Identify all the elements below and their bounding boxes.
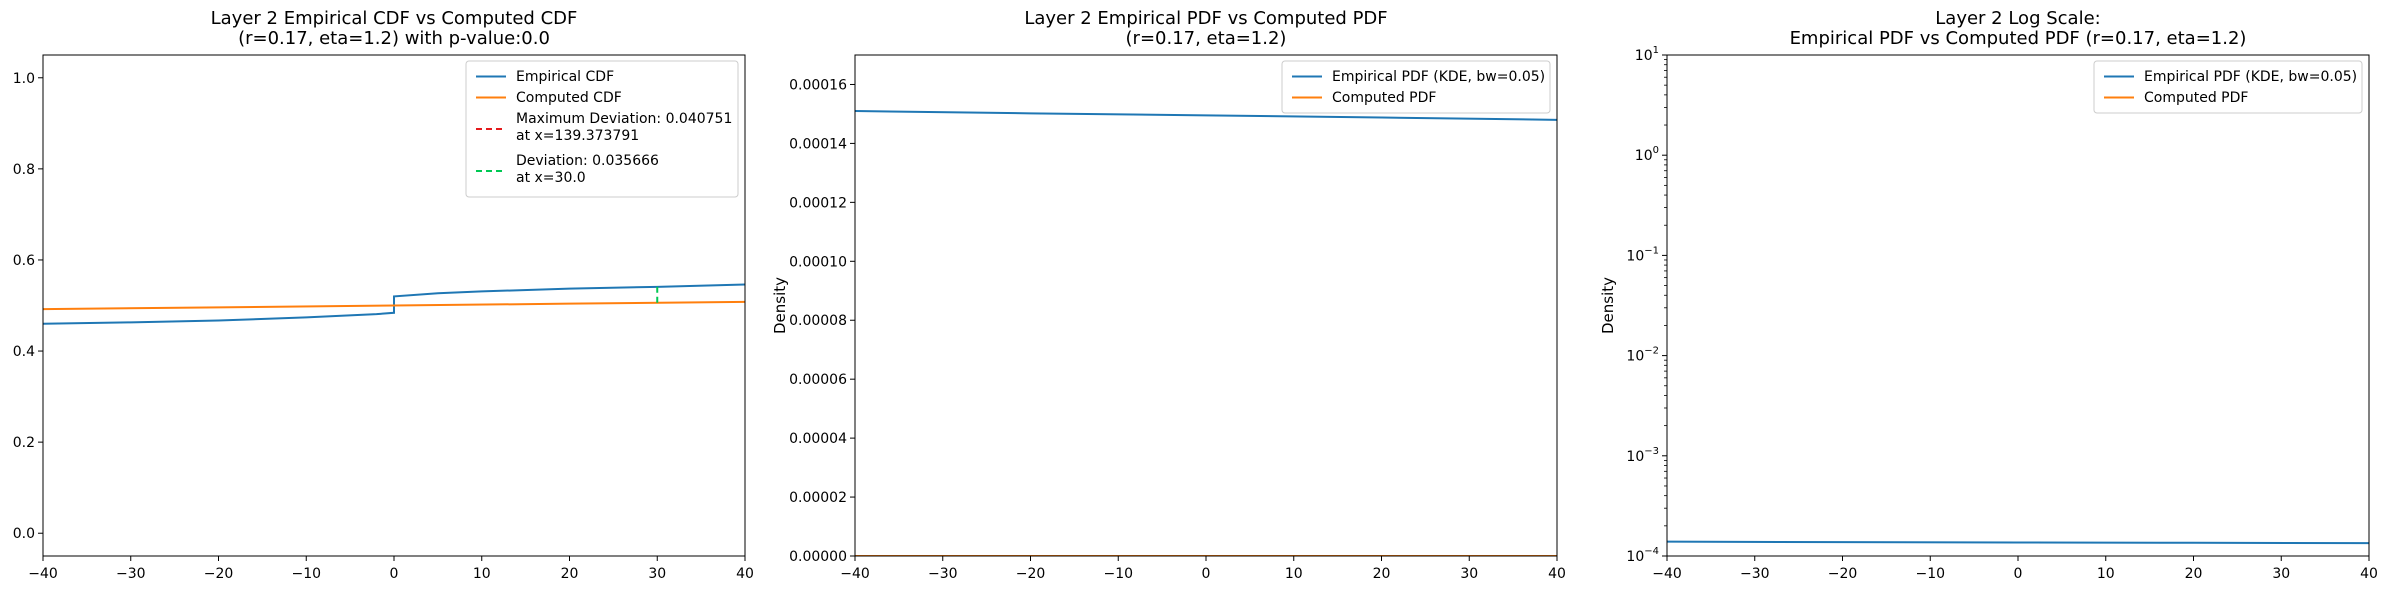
- y-tick-base: 10: [1626, 549, 1644, 565]
- chart-panel-2: Layer 2 Empirical PDF vs Computed PDF(r=…: [771, 8, 1566, 582]
- series-group: [1667, 540, 2369, 545]
- legend-label: Computed PDF: [2144, 90, 2248, 106]
- series-line-1: [1667, 540, 2369, 545]
- y-tick-label: 0.00016: [789, 77, 847, 93]
- y-tick-label: 0.00010: [789, 254, 847, 270]
- y-tick-label: 10−2: [1626, 346, 1659, 365]
- series-group: [43, 283, 745, 325]
- x-tick-label: 30: [648, 566, 666, 582]
- legend-label-line2: at x=139.373791: [516, 128, 639, 144]
- y-tick-base: 10: [1626, 449, 1644, 465]
- chart-title: Layer 2 Log Scale:: [1935, 8, 2100, 29]
- chart-title: Layer 2 Empirical CDF vs Computed CDF: [211, 8, 578, 29]
- y-tick-label: 0.00006: [789, 372, 847, 388]
- y-tick-label: 10−4: [1626, 546, 1659, 565]
- x-tick-label: 20: [561, 566, 579, 582]
- chart-title: Layer 2 Empirical PDF vs Computed PDF: [1024, 8, 1387, 29]
- y-tick-exponent: 0: [1653, 145, 1659, 156]
- x-tick-label: 40: [736, 566, 754, 582]
- y-tick-base: 10: [1626, 248, 1644, 264]
- chart-subtitle: (r=0.17, eta=1.2): [1126, 28, 1287, 49]
- x-tick-label: −10: [1103, 566, 1133, 582]
- y-tick-exponent: −2: [1644, 346, 1659, 357]
- chart-panel-1: Layer 2 Empirical CDF vs Computed CDF(r=…: [13, 8, 754, 582]
- y-tick-label: 0.8: [13, 162, 35, 178]
- y-tick-label: 0.00004: [789, 431, 847, 447]
- plot-frame: [1666, 54, 2370, 557]
- y-tick-label: 10−1: [1626, 245, 1659, 264]
- y-tick-base: 10: [1626, 349, 1644, 365]
- y-tick-label: 0.00002: [789, 490, 847, 506]
- y-tick-label: 0.00014: [789, 136, 847, 152]
- chart-subtitle: (r=0.17, eta=1.2) with p-value:0.0: [238, 28, 550, 49]
- y-tick-label: 10−3: [1626, 446, 1659, 465]
- legend-box: [1281, 60, 1551, 114]
- legend-label: Deviation: 0.035666: [516, 153, 659, 169]
- y-axis-label: Density: [771, 277, 789, 334]
- x-tick-label: 30: [1460, 566, 1478, 582]
- y-tick-exponent: −1: [1644, 245, 1659, 256]
- y-tick-exponent: −3: [1644, 446, 1659, 457]
- legend-label: Computed CDF: [516, 90, 622, 106]
- x-tick-label: 0: [390, 566, 399, 582]
- legend-box: [2093, 60, 2363, 114]
- x-tick-label: −40: [28, 566, 58, 582]
- x-tick-label: −20: [204, 566, 234, 582]
- x-tick-label: 20: [2185, 566, 2203, 582]
- x-tick-label: 30: [2272, 566, 2290, 582]
- y-tick-base: 10: [1635, 48, 1653, 64]
- legend: Empirical CDF Computed CDF Maximum Deviati…: [465, 60, 739, 198]
- x-tick-label: −20: [1016, 566, 1046, 582]
- x-tick-label: 0: [1202, 566, 1211, 582]
- legend-label: Empirical PDF (KDE, bw=0.05): [2144, 69, 2357, 85]
- y-tick-label: 0.2: [13, 435, 35, 451]
- y-tick-label: 0.00012: [789, 195, 847, 211]
- x-tick-label: 40: [2360, 566, 2378, 582]
- legend-label: Maximum Deviation: 0.040751: [516, 111, 732, 127]
- x-tick-label: −30: [1740, 566, 1770, 582]
- series-line-1: [43, 283, 745, 325]
- y-tick-label: 100: [1635, 145, 1659, 164]
- x-tick-label: −30: [928, 566, 958, 582]
- chart-panel-3: Layer 2 Log Scale:Empirical PDF vs Compu…: [1599, 8, 2378, 582]
- series-line-2: [43, 300, 745, 311]
- x-tick-label: −40: [840, 566, 870, 582]
- legend: Empirical PDF (KDE, bw=0.05) Computed PDF: [2093, 60, 2363, 114]
- x-tick-label: 20: [1373, 566, 1391, 582]
- plot-frame: [42, 54, 746, 557]
- y-tick-base: 10: [1635, 148, 1653, 164]
- legend-label: Empirical PDF (KDE, bw=0.05): [1332, 69, 1545, 85]
- legend-label-line2: at x=30.0: [516, 170, 586, 186]
- series-group: [855, 109, 1557, 556]
- y-tick-label: 0.4: [13, 344, 35, 360]
- x-tick-label: −20: [1828, 566, 1858, 582]
- y-tick-label: 1.0: [13, 71, 35, 87]
- y-tick-label: 0.00000: [789, 549, 847, 565]
- x-tick-label: −10: [291, 566, 321, 582]
- y-tick-exponent: 1: [1653, 45, 1659, 56]
- y-axis-label: Density: [1599, 277, 1617, 334]
- x-tick-label: 10: [1285, 566, 1303, 582]
- legend: Empirical PDF (KDE, bw=0.05) Computed PDF: [1281, 60, 1551, 114]
- y-tick-label: 0.00008: [789, 313, 847, 329]
- legend-box: [465, 60, 739, 198]
- legend-label: Computed PDF: [1332, 90, 1436, 106]
- legend-label: Empirical CDF: [516, 69, 614, 85]
- x-tick-label: −10: [1915, 566, 1945, 582]
- x-tick-label: −30: [116, 566, 146, 582]
- x-tick-label: 10: [2097, 566, 2115, 582]
- y-tick-label: 0.0: [13, 526, 35, 542]
- chart-subtitle: Empirical PDF vs Computed PDF (r=0.17, e…: [1790, 28, 2247, 49]
- y-tick-exponent: −4: [1644, 546, 1659, 557]
- x-tick-label: 40: [1548, 566, 1566, 582]
- plot-frame: [854, 54, 1558, 557]
- x-tick-label: 0: [2014, 566, 2023, 582]
- series-line-1: [855, 109, 1557, 121]
- y-tick-label: 101: [1635, 45, 1659, 64]
- x-tick-label: 10: [473, 566, 491, 582]
- y-tick-label: 0.6: [13, 253, 35, 269]
- x-tick-label: −40: [1652, 566, 1682, 582]
